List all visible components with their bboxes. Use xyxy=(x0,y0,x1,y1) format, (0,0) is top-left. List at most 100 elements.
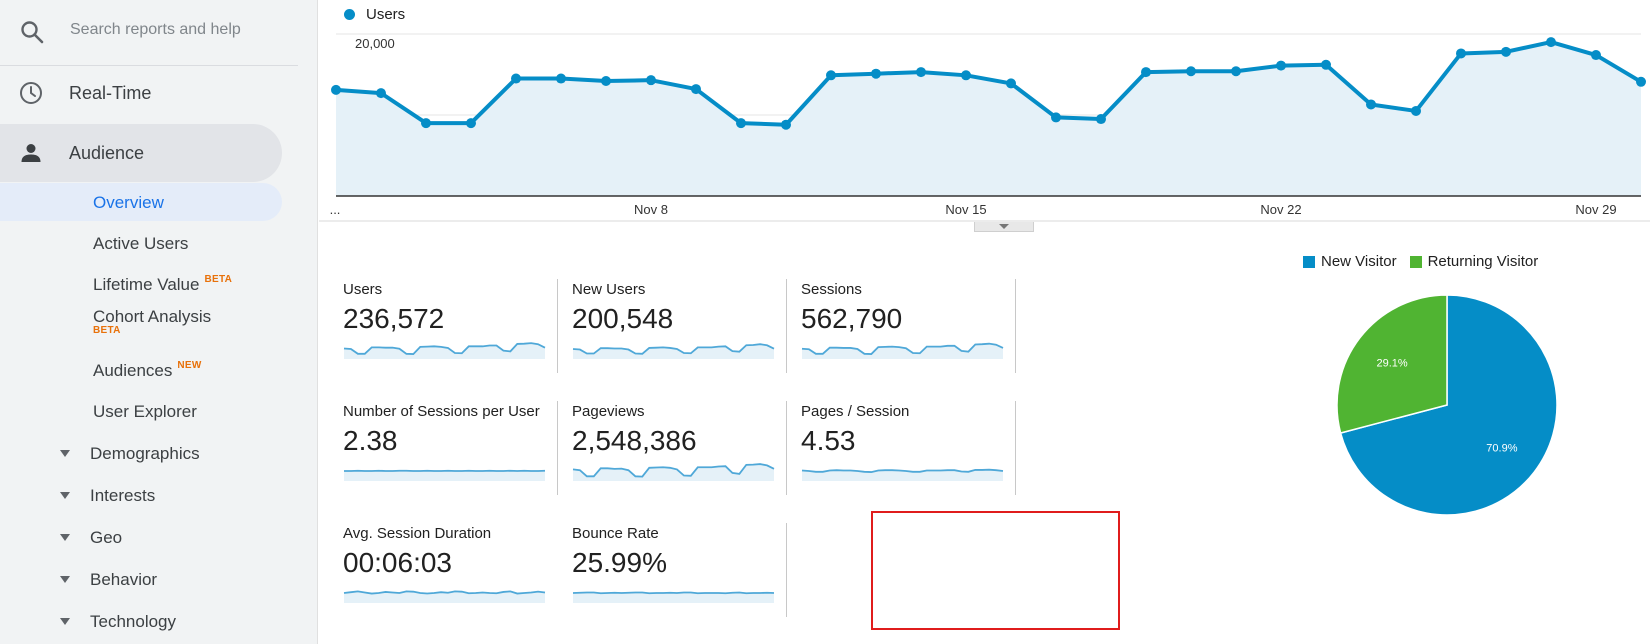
users-data-point[interactable] xyxy=(1186,66,1196,77)
metric-tile-pages-session[interactable]: Pages / Session 4.53 xyxy=(796,401,1016,495)
users-data-point[interactable] xyxy=(1366,99,1376,110)
metric-sparkline xyxy=(572,343,775,359)
sidebar-item-demographics[interactable]: Demographics xyxy=(60,444,200,464)
users-data-point[interactable] xyxy=(1051,112,1061,123)
x-tick-label: Nov 22 xyxy=(1260,202,1301,217)
metric-label: Bounce Rate xyxy=(572,525,659,542)
users-data-point[interactable] xyxy=(421,118,431,129)
visitor-pie-chart: 70.9% 29.1% xyxy=(1336,294,1558,516)
metric-tile-avg-session-duration[interactable]: Avg. Session Duration 00:06:03 xyxy=(338,523,558,617)
pie-slice-new-visitor[interactable] xyxy=(1339,294,1558,516)
x-tick-label: ... xyxy=(330,202,341,217)
sidebar-item-label: Cohort Analysis xyxy=(93,307,212,326)
metric-tile-sessions[interactable]: Sessions 562,790 xyxy=(796,279,1016,373)
users-data-point[interactable] xyxy=(1096,114,1106,125)
users-data-point[interactable] xyxy=(1276,60,1286,71)
metric-value: 562,790 xyxy=(801,303,903,334)
metric-value: 25.99% xyxy=(572,547,667,578)
users-data-point[interactable] xyxy=(826,70,836,81)
sidebar-item-technology[interactable]: Technology xyxy=(60,612,176,632)
sparkline-area xyxy=(573,592,774,603)
users-data-point[interactable] xyxy=(1456,48,1466,59)
sidebar-item-overview[interactable]: Overview xyxy=(93,193,164,213)
users-data-point[interactable] xyxy=(781,119,791,130)
sidebar-item-label: Demographics xyxy=(90,444,200,463)
users-data-point[interactable] xyxy=(331,84,341,95)
metric-label: Pages / Session xyxy=(801,403,910,420)
users-data-point[interactable] xyxy=(871,68,881,79)
beta-badge: BETA xyxy=(93,325,121,336)
nav-item-label: Real-Time xyxy=(69,82,152,103)
metric-tile-bounce-rate[interactable]: Bounce Rate 25.99% xyxy=(567,523,787,617)
users-data-point[interactable] xyxy=(1321,59,1331,70)
users-data-point[interactable] xyxy=(961,70,971,81)
legend-label: Returning Visitor xyxy=(1427,253,1539,270)
x-tick-label: Nov 29 xyxy=(1575,202,1616,217)
metric-tile-new-users[interactable]: New Users 200,548 xyxy=(567,279,787,373)
users-data-point[interactable] xyxy=(736,118,746,129)
chart-legend[interactable]: Users xyxy=(344,6,405,23)
expand-triangle-icon xyxy=(60,534,70,541)
metric-value: 200,548 xyxy=(572,303,674,334)
pie-slice-label: 70.9% xyxy=(1486,442,1517,454)
users-data-point[interactable] xyxy=(646,75,656,86)
pie-slice-returning-visitor[interactable] xyxy=(1336,294,1448,434)
metric-sparkline xyxy=(801,342,1004,359)
nav-item-real-time[interactable]: Real-Time xyxy=(0,63,298,123)
sparkline-area xyxy=(573,464,774,481)
users-data-point[interactable] xyxy=(511,73,521,84)
search-input[interactable] xyxy=(60,12,282,48)
users-data-point[interactable] xyxy=(1591,50,1601,61)
sidebar-item-label: Active Users xyxy=(93,234,189,253)
users-data-point[interactable] xyxy=(1501,46,1511,57)
users-data-point[interactable] xyxy=(1636,76,1646,87)
metric-tile-pageviews[interactable]: Pageviews 2,548,386 xyxy=(567,401,787,495)
metric-value: 236,572 xyxy=(343,303,445,334)
users-data-point[interactable] xyxy=(466,118,476,129)
users-data-point[interactable] xyxy=(1231,66,1241,77)
sidebar-item-user-explorer[interactable]: User Explorer xyxy=(93,402,197,422)
metric-tile-users[interactable]: Users 236,572 xyxy=(338,279,558,373)
sidebar-item-lifetime-value[interactable]: Lifetime Value BETA xyxy=(93,274,232,295)
users-data-point[interactable] xyxy=(1411,105,1421,116)
pie-slice-label: 29.1% xyxy=(1377,358,1408,370)
collapse-chart-handle[interactable] xyxy=(974,222,1034,232)
tile-divider xyxy=(557,279,558,373)
sparkline-area xyxy=(344,591,545,603)
caret-down-icon xyxy=(999,224,1009,229)
sparkline-line xyxy=(572,343,775,355)
legend-label: New Visitor xyxy=(1321,253,1397,270)
metric-tile-number-of-sessions-per-user[interactable]: Number of Sessions per User 2.38 xyxy=(338,401,558,495)
legend-entry-returning-visitor[interactable]: Returning Visitor xyxy=(1409,253,1539,270)
sidebar-item-active-users[interactable]: Active Users xyxy=(93,234,188,254)
sidebar-item-behavior[interactable]: Behavior xyxy=(60,570,157,590)
users-data-point[interactable] xyxy=(1546,37,1556,48)
sidebar-item-interests[interactable]: Interests xyxy=(60,486,155,506)
users-data-point[interactable] xyxy=(376,88,386,99)
metric-label: New Users xyxy=(572,281,646,298)
metric-sparkline xyxy=(801,468,1004,481)
users-data-point[interactable] xyxy=(601,75,611,86)
users-data-point[interactable] xyxy=(691,84,701,95)
metric-sparkline xyxy=(572,463,775,481)
metric-label: Users xyxy=(343,281,383,298)
legend-entry-new-visitor[interactable]: New Visitor xyxy=(1303,253,1397,270)
sidebar-item-cohort-analysis[interactable]: Cohort Analysis xyxy=(93,307,211,327)
expand-triangle-icon xyxy=(60,450,70,457)
users-data-point[interactable] xyxy=(556,73,566,84)
users-data-point[interactable] xyxy=(1141,67,1151,78)
sparkline-line xyxy=(801,468,1004,473)
nav-item-label: Audience xyxy=(69,142,145,163)
sidebar-item-geo[interactable]: Geo xyxy=(60,528,122,548)
sparkline-line xyxy=(343,342,546,355)
sidebar: Real-Time Audience Overview Active Users… xyxy=(0,0,318,644)
search-icon[interactable] xyxy=(19,19,45,45)
sparkline-area xyxy=(802,343,1003,359)
sparkline-area xyxy=(573,344,774,359)
users-data-point[interactable] xyxy=(916,67,926,78)
nav-item-audience[interactable]: Audience xyxy=(0,124,282,182)
users-data-point[interactable] xyxy=(1006,78,1016,89)
metric-value: 2.38 xyxy=(343,425,398,456)
sidebar-item-audiences[interactable]: Audiences NEW xyxy=(93,360,202,381)
